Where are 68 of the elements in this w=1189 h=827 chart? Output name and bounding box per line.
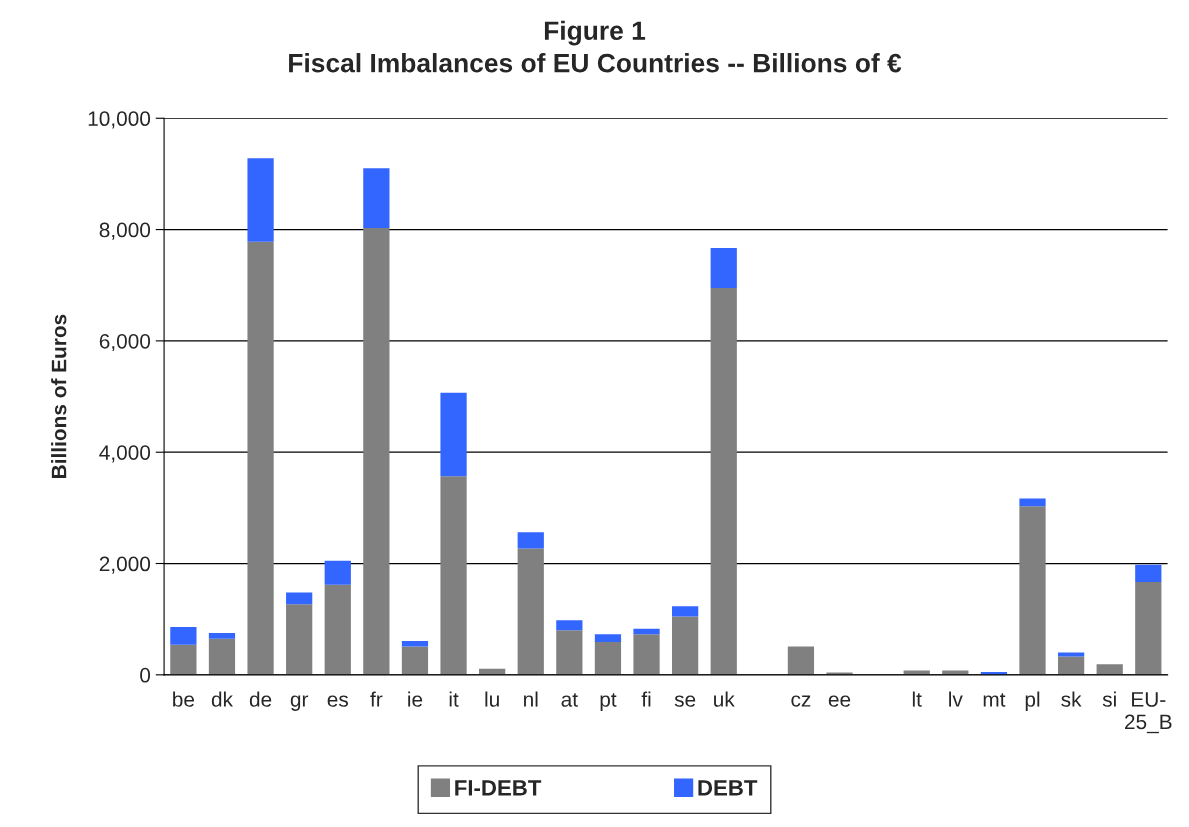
bar	[208, 638, 236, 675]
x-tick-label: be	[173, 691, 195, 707]
bar	[363, 227, 390, 675]
bar	[286, 604, 313, 675]
x-tick-label: fr	[370, 691, 383, 707]
bar	[556, 630, 583, 675]
x-tick-label: fi	[641, 691, 651, 707]
x-tick-label: pt	[600, 693, 617, 711]
x-tick-label: ie	[408, 691, 423, 707]
bar	[1135, 581, 1162, 675]
bar	[517, 532, 544, 549]
bar	[324, 584, 351, 675]
legend-label: DEBT	[698, 780, 758, 796]
y-tick-label: 0	[140, 667, 151, 683]
bar	[440, 392, 467, 477]
bar	[1019, 506, 1046, 675]
bar	[633, 628, 660, 635]
chart-title: Figure 1 Fiscal Imbalances of EU Countries -- Billions of €	[289, 20, 902, 73]
x-tick-label: it	[449, 691, 459, 707]
x-tick-label: uk	[714, 691, 735, 707]
y-tick-label: 2,000	[99, 556, 151, 574]
bar	[1019, 498, 1046, 507]
bar	[672, 606, 699, 617]
y-tick-label: 8,000	[99, 222, 151, 240]
bar	[710, 288, 737, 675]
x-tick-label: cz	[791, 695, 811, 707]
x-tick-label: gr	[290, 695, 309, 711]
y-tick-label: 6,000	[99, 333, 151, 352]
bar	[247, 158, 274, 242]
bar	[401, 646, 429, 675]
x-tick-label: dk	[211, 691, 234, 707]
x-tick-label: de	[249, 691, 272, 707]
x-tick-label: lv	[949, 691, 963, 707]
bar	[710, 247, 737, 289]
bar	[672, 616, 699, 675]
bar	[1057, 656, 1085, 675]
x-tick-label: ee	[828, 695, 851, 707]
x-tick-label: pl	[1025, 691, 1040, 711]
bar	[170, 626, 197, 645]
bar	[594, 634, 622, 642]
bar	[594, 641, 622, 675]
bar	[787, 646, 815, 675]
bar	[1135, 564, 1162, 582]
x-tick-label: mt	[983, 693, 1006, 707]
x-tick-label: lt	[912, 691, 922, 707]
y-tick-label: 4,000	[99, 445, 151, 463]
bar	[170, 644, 197, 675]
bar	[556, 620, 583, 631]
x-tick-label: se	[674, 695, 696, 707]
bar	[324, 560, 351, 585]
legend-label: FI-DEBT	[455, 780, 542, 796]
bar	[363, 168, 390, 228]
y-tick-label: 10,000	[88, 111, 151, 129]
x-tick-label: sk	[1061, 691, 1082, 707]
x-tick-label: at	[561, 693, 578, 707]
bar	[286, 592, 313, 605]
x-tick-label: lu	[485, 691, 499, 707]
bar	[440, 476, 467, 675]
bar	[517, 548, 544, 675]
x-tick-label: nl	[524, 691, 538, 707]
y-axis-title: Billions of Euros	[51, 314, 67, 478]
bar	[633, 634, 660, 675]
x-tick-label: si	[1102, 691, 1116, 707]
bar	[208, 633, 236, 639]
x-tick-label: es	[327, 695, 349, 707]
bar	[1096, 664, 1123, 675]
bar	[247, 241, 274, 675]
x-tick-label: EU- 25_B	[1125, 692, 1172, 734]
